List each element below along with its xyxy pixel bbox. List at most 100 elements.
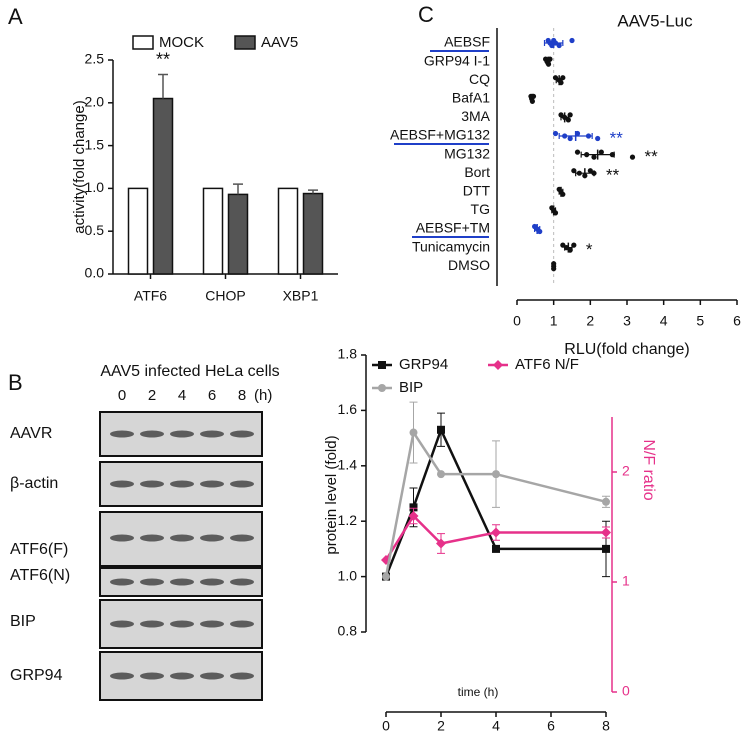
y-tick-label: 1.6 [338, 401, 358, 417]
data-point [530, 93, 537, 99]
blot-row-label: β-actin [10, 475, 58, 492]
blot-band [230, 672, 254, 680]
data-point [549, 42, 555, 49]
y2-tick-label: 2 [622, 463, 630, 479]
blot-band [140, 620, 164, 628]
category-label: AEBSF+TM [416, 220, 490, 236]
blot-band [170, 534, 194, 542]
x-tick-label: 0 [513, 313, 521, 329]
category-label: CQ [469, 71, 490, 87]
blot-band [110, 578, 134, 586]
bar [302, 192, 324, 275]
lane-label: 4 [178, 387, 186, 404]
bar [227, 193, 249, 275]
significance: ** [606, 166, 620, 185]
data-point [602, 497, 610, 506]
category-label: DTT [463, 183, 491, 199]
y-tick-label: 0.5 [85, 222, 105, 238]
category-label: Tunicamycin [412, 238, 490, 254]
data-point [492, 470, 500, 479]
data-point [491, 527, 501, 538]
blot-row-label: ATF6(F) [10, 541, 68, 558]
data-point [587, 168, 593, 174]
significance: * [586, 240, 593, 259]
significance: ** [645, 147, 659, 166]
data-point [560, 242, 566, 248]
chart-title: AAV5-Luc [617, 11, 693, 30]
legend-label: BIP [399, 379, 423, 396]
category-label: Bort [464, 164, 490, 180]
error-bar [233, 183, 243, 195]
lane-label: 8 [238, 387, 246, 404]
panel-label: B [8, 370, 23, 395]
x-tick-label: 6 [733, 313, 741, 329]
category-label: TG [471, 201, 490, 217]
y2-axis-label: N/F ratio [640, 439, 657, 500]
lane-unit: (h) [254, 387, 272, 404]
blot-band [170, 672, 194, 680]
blot-band [200, 430, 224, 438]
x-tick-label: 5 [696, 313, 704, 329]
data-point [574, 130, 581, 137]
data-point [584, 152, 590, 158]
y-axis-label: protein level (fold) [323, 435, 340, 554]
y-tick-label: 1.4 [338, 457, 358, 473]
x-tick-label: 3 [623, 313, 631, 329]
legend-marker [493, 360, 503, 370]
data-point [571, 168, 577, 174]
data-point [409, 428, 418, 437]
blot-band [140, 578, 164, 586]
data-point [560, 75, 566, 81]
x-tick-label: 2 [586, 313, 594, 329]
blot-band [230, 534, 254, 542]
data-point [565, 117, 571, 123]
data-point [409, 503, 418, 512]
blot-band [140, 672, 164, 680]
y-axis-label: activity(fold change) [71, 100, 88, 233]
category-label: AEBSF [444, 34, 490, 50]
blot-band [230, 620, 254, 628]
x-tick-label: 8 [602, 718, 610, 734]
lane-label: 2 [148, 387, 156, 404]
x-tick-label: XBP1 [283, 288, 319, 304]
data-point [582, 173, 588, 179]
bar [277, 187, 299, 275]
data-point [563, 245, 570, 251]
category-label: BafA1 [452, 90, 490, 106]
data-point [560, 191, 566, 197]
blot-band [170, 480, 194, 488]
data-point [567, 112, 573, 118]
y-tick-label: 0.8 [338, 623, 358, 639]
data-point [552, 130, 559, 137]
data-point [382, 572, 390, 581]
data-point [591, 154, 597, 160]
blot-band [110, 480, 134, 488]
blot-band [200, 672, 224, 680]
data-point [585, 133, 592, 139]
data-point [567, 247, 573, 253]
y-tick-label: 1.5 [85, 136, 105, 152]
blot-band [110, 672, 134, 680]
y-tick-label: 1.0 [85, 179, 105, 195]
blot-band [170, 430, 194, 438]
blot-row-label: AAVR [10, 425, 52, 442]
lane-label: 0 [118, 387, 126, 404]
data-point [601, 527, 611, 538]
x-tick-label: 4 [492, 718, 500, 734]
significance: ** [610, 128, 624, 147]
data-point [598, 149, 604, 155]
y-tick-label: 1.8 [338, 346, 358, 362]
data-point [545, 61, 552, 67]
category-label: DMSO [448, 257, 490, 273]
blot-band [200, 578, 224, 586]
legend-label: MOCK [159, 34, 204, 51]
blot-title: AAV5 infected HeLa cells [100, 363, 279, 380]
data-point [537, 228, 543, 235]
legend-marker [378, 361, 386, 369]
y-tick-label: 1.0 [338, 567, 358, 583]
data-point [556, 42, 562, 49]
data-point [552, 75, 559, 81]
significance: ** [156, 49, 170, 69]
blot-band [140, 534, 164, 542]
